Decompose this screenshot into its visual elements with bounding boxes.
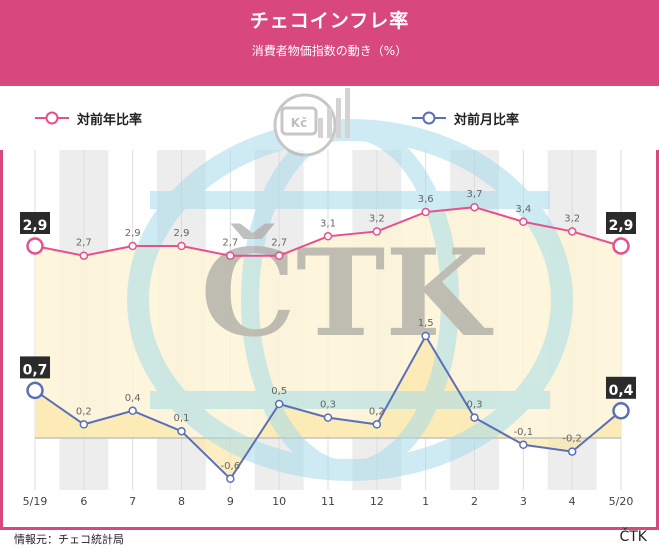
mom-data-label: 1,5: [418, 318, 434, 329]
x-tick-label: 2: [471, 495, 478, 508]
area-fills: [35, 207, 621, 479]
mom-badge: [20, 356, 50, 379]
yoy-point: [79, 251, 89, 260]
x-tick-label: 9: [227, 495, 234, 508]
mom-data-label: 0,2: [369, 406, 385, 417]
series-points: [26, 202, 630, 484]
yoy-data-label: 2,7: [76, 238, 92, 249]
x-tick-label: 4: [569, 495, 576, 508]
yoy-point: [470, 202, 479, 212]
x-tick-label: 10: [272, 495, 286, 508]
mom-point: [26, 381, 44, 400]
yoy-point: [26, 237, 44, 255]
mom-point: [519, 440, 528, 450]
x-tick-label: 11: [321, 495, 335, 508]
yoy-point: [372, 227, 382, 236]
mom-data-label: -0,2: [562, 434, 582, 445]
header-banner: チェコインフレ率 消費者物価指数の動き（%）: [0, 0, 659, 86]
mom-data-label: 0,3: [320, 400, 336, 411]
mom-badge-label: 0,4: [609, 383, 634, 399]
mom-badge: [606, 376, 636, 399]
mom-point: [470, 413, 479, 422]
watermark-badge-icon: Kč: [273, 88, 350, 157]
mom-data-label: 0,2: [76, 406, 92, 417]
yoy-data-label: 2,7: [271, 238, 287, 249]
chart-title: チェコインフレ率: [249, 10, 410, 32]
yoy-data-label: 2,9: [125, 228, 141, 239]
yoy-data-label: 2,9: [174, 228, 190, 239]
x-tick-label: 7: [129, 495, 136, 508]
data-labels: 2,9 2,7 2,9 2,9 2,7 2,7 3,1 3,2 3,6 3,7 3,4 3,2 2,9 0…: [20, 189, 636, 472]
yoy-data-label: 3,4: [515, 204, 531, 215]
source-note: 情報元：チェコ統計局: [14, 533, 124, 546]
yoy-badge: [606, 212, 636, 234]
legend-marker-yoy-icon: [35, 111, 69, 125]
mom-data-label: 0,4: [125, 393, 141, 404]
legend-marker-mom-icon: [412, 111, 446, 125]
mom-point: [372, 420, 382, 429]
mom-badge-label: 0,7: [23, 362, 48, 378]
mom-point: [323, 413, 333, 422]
mom-point: [274, 399, 284, 409]
watermark: Kč ČTK: [127, 88, 573, 481]
mom-point: [128, 406, 137, 416]
yoy-point: [274, 251, 284, 260]
yoy-point: [323, 232, 333, 241]
mom-point: [612, 402, 630, 420]
x-tick-label: 3: [520, 495, 527, 508]
legend-item-yoy: 対前年比率: [35, 106, 142, 130]
yoy-point: [567, 227, 577, 236]
yoy-area: [35, 207, 621, 438]
yoy-data-label: 2,7: [222, 238, 238, 249]
yoy-badge-label: 2,9: [609, 218, 634, 234]
mom-data-label: 0,3: [467, 400, 483, 411]
yoy-data-label: 3,2: [369, 213, 385, 224]
legend-label-mom: 対前月比率: [454, 112, 520, 128]
yoy-data-label: 3,2: [564, 213, 580, 224]
x-axis-ticks: 5/19 6 7 8 9 10 11 12 1 2 3 4 5/20: [23, 495, 634, 508]
x-tick-label: 5/19: [23, 495, 48, 508]
legend-label-yoy: 対前年比率: [77, 112, 143, 128]
mom-data-label: -0,1: [514, 427, 534, 438]
legend-item-mom: 対前月比率: [412, 106, 519, 130]
x-tick-label: 8: [178, 495, 185, 508]
mom-point: [226, 474, 235, 484]
watermark-text: ČTK: [200, 223, 493, 364]
watermark-badge-text: Kč: [291, 116, 307, 130]
x-tick-label: 12: [370, 495, 384, 508]
yoy-point: [612, 237, 630, 255]
mom-point: [177, 426, 186, 436]
yoy-badge-label: 2,9: [23, 218, 48, 234]
chart-frame: [0, 150, 659, 530]
x-tick-label: 5/20: [609, 495, 634, 508]
yoy-point: [177, 241, 186, 251]
yoy-point: [421, 207, 430, 217]
yoy-badge: [20, 212, 50, 234]
mom-point: [421, 331, 430, 341]
yoy-data-label: 3,7: [467, 189, 483, 200]
x-tick-label: 6: [80, 495, 87, 508]
chart-subtitle: 消費者物価指数の動き（%）: [251, 44, 408, 58]
mom-data-label: 0,1: [174, 413, 190, 424]
x-tick-label: 1: [422, 495, 429, 508]
mom-data-label: -0,6: [221, 461, 241, 472]
yoy-data-label: 3,1: [320, 218, 336, 229]
yoy-data-label: 3,6: [418, 194, 434, 205]
yoy-point: [519, 217, 528, 226]
brand-mark: ČTK: [619, 529, 647, 545]
mom-data-label: 0,5: [271, 386, 287, 397]
mom-point: [79, 420, 89, 429]
yoy-point: [226, 251, 235, 260]
yoy-point: [128, 241, 137, 251]
mom-point: [567, 447, 577, 456]
